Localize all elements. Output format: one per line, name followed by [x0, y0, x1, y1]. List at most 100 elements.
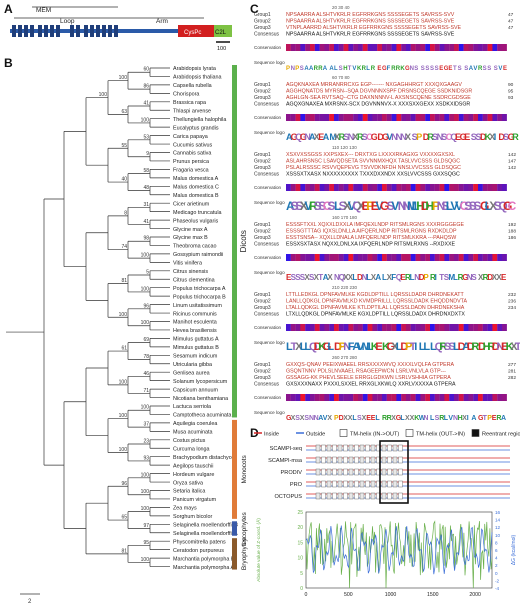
clade-bar: [232, 419, 237, 519]
logo-letter: E: [375, 341, 382, 353]
tm-helix-box: [354, 444, 359, 452]
logo-letter: S: [339, 66, 343, 72]
conservation-cell: [487, 44, 493, 51]
logo-letter: L: [366, 273, 371, 282]
conservation-label: Conservation: [254, 115, 282, 120]
logo-letter: L: [366, 66, 370, 72]
conservation-cell: [305, 184, 311, 191]
conservation-cell: [377, 254, 383, 261]
legend-swatch: [471, 429, 480, 437]
conservation-cell: [406, 114, 411, 121]
logo-letter: M: [362, 341, 371, 353]
tm-helix-box: [392, 468, 398, 476]
conservation-cell: [430, 394, 435, 401]
conservation-cell: [290, 254, 296, 261]
logo-letter: V: [450, 199, 458, 213]
conservation-cell: [348, 394, 354, 401]
logo-letter: D: [314, 341, 322, 353]
track-label: PRO: [290, 482, 303, 488]
alignment-row: GSQNTNNV PDLSLNVAAEL RSAGEEPWCN LSRLVNLV…: [286, 369, 446, 375]
tm-helix-box: [398, 456, 403, 464]
row-label: Consensus: [254, 382, 280, 388]
conservation-cell: [295, 114, 301, 121]
logo-letter: S: [327, 199, 335, 213]
conservation-cell: [353, 254, 359, 261]
taxon-label: Aegilops tauschii: [173, 463, 213, 469]
right-axis-tick: -4: [495, 586, 500, 591]
conservation-cell: [310, 324, 315, 331]
logo-letter: R: [309, 199, 318, 213]
conservation-cell: [406, 184, 411, 191]
conservation-cell: [329, 254, 335, 261]
conservation-cell: [386, 114, 392, 121]
logo-letter: X: [357, 199, 365, 213]
logo-letter: T: [515, 341, 520, 353]
bootstrap-value: 100: [141, 472, 150, 478]
alignment-ruler: 60 70 80: [332, 75, 350, 80]
conservation-cell: [382, 114, 387, 121]
right-axis-tick: 14: [495, 518, 501, 523]
logo-letter: L: [412, 199, 419, 213]
bootstrap-value: 100: [141, 506, 150, 512]
conservation-cell: [382, 324, 387, 331]
right-axis-label: ΔG (kcal/mol): [511, 535, 517, 566]
row-label: Group1: [254, 12, 271, 18]
logo-letter: R: [478, 66, 483, 72]
logo-letter: A: [329, 66, 334, 72]
row-label: Group2: [254, 19, 271, 25]
logo-letter: G: [462, 273, 468, 282]
row-end-position: 188: [508, 229, 516, 235]
tm-helix-box: [343, 444, 348, 452]
conservation-cell: [367, 184, 373, 191]
row-end-position: 90: [508, 82, 514, 88]
logo-letter: P: [334, 415, 339, 422]
logo-letter: S: [300, 273, 306, 282]
legend-label: TM-helix (OUT->IN): [416, 432, 465, 438]
logo-letter: R: [512, 132, 519, 142]
logo-letter: A: [286, 132, 293, 142]
taxon-label: Genlisea aurea: [173, 370, 210, 376]
row-end-position: 236: [508, 299, 516, 305]
taxon-label: Panicum virgatum: [173, 497, 217, 503]
logo-letter: V: [352, 66, 356, 72]
logo-letter: C: [508, 199, 517, 213]
logo-letter: R: [371, 66, 376, 72]
logo-letter: E: [455, 132, 461, 142]
conservation-cell: [492, 324, 498, 331]
conservation-cell: [502, 324, 507, 331]
bootstrap-value: 95: [143, 540, 149, 546]
logo-letter: T: [318, 273, 323, 282]
conservation-cell: [290, 324, 296, 331]
conservation-cell: [353, 44, 359, 51]
tm-helix-box: [321, 492, 326, 500]
bootstrap-value: 41: [143, 219, 149, 225]
logo-letter: S: [304, 415, 309, 422]
legend-swatch: [405, 429, 414, 437]
row-end-position: 142: [508, 152, 516, 158]
conservation-cell: [473, 184, 479, 191]
bootstrap-value: 71: [143, 388, 149, 394]
alignment-row: XSXVXSSGSS XXPSXEX--- DRXTXG LXXXXRKAGXG…: [286, 152, 455, 158]
conservation-cell: [439, 394, 445, 401]
conservation-cell: [396, 44, 402, 51]
taxon-label: Lactuca serriola: [173, 404, 211, 410]
sequence-logo-label: Sequence logo: [254, 130, 285, 135]
legend-swatch: [339, 429, 348, 437]
tm-helix-box: [332, 456, 337, 464]
logo-letter: N: [343, 341, 351, 353]
conservation-cell: [439, 254, 445, 261]
logo-letter: T: [453, 66, 457, 72]
legend-label: Reentrant region: [482, 432, 520, 438]
logo-letter: H: [458, 415, 463, 422]
conservation-cell: [358, 394, 363, 401]
conservation-cell: [502, 114, 507, 121]
logo-letter: E: [503, 66, 507, 72]
conservation-label: Conservation: [254, 255, 282, 260]
conservation-cell: [372, 44, 378, 51]
taxon-label: Thlaspi arvense: [173, 108, 211, 114]
row-label: Group3: [254, 25, 271, 31]
logo-letter: A: [323, 66, 328, 72]
conservation-cell: [468, 114, 474, 121]
logo-letter: E: [448, 66, 452, 72]
logo-letter: S: [412, 132, 418, 142]
